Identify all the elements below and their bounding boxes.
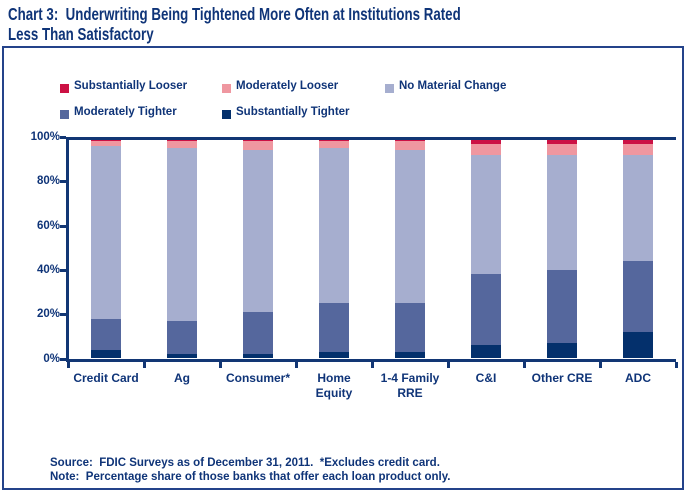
y-axis-tick [59,357,66,361]
bar-segment-moderately-looser [243,141,273,151]
x-axis-label-home: Home Equity [315,371,353,400]
legend-item-substantially-looser: Substantially Looser [60,80,187,94]
bar-segment-no-material-change [623,154,653,262]
legend-swatch-moderately-looser [222,84,231,93]
bar-segment-substantially-looser [623,137,653,144]
y-axis-tick-label: 0% [43,352,60,365]
x-axis-tick [674,361,678,368]
legend-label: Substantially Looser [74,80,188,92]
x-axis-line [65,358,676,362]
x-axis-label-credit-card: Credit Card [73,371,139,385]
legend-swatch-moderately-tighter [60,110,69,119]
bar-segment-moderately-looser [471,143,501,155]
legend-label: No Material Change [399,80,507,92]
legend-item-substantially-tighter: Substantially Tighter [222,106,350,120]
bar-segment-moderately-tighter [91,318,121,350]
x-axis-label-ag: Ag [174,371,190,385]
y-axis-tick-label: 100% [30,131,60,143]
bar-segment-substantially-looser [471,137,501,144]
chart-title-line1: Chart 3: Underwriting Being Tightened Mo… [8,4,461,24]
bar-segment-moderately-looser [167,141,197,149]
x-axis-label-consumer: Consumer* [225,371,290,385]
bar-segment-substantially-tighter [471,345,501,359]
x-axis-label-1-4-family: 1-4 Family RRE [380,371,440,400]
bar-segment-substantially-tighter [167,354,197,359]
x-axis-tick [446,361,450,368]
bar-segment-moderately-looser [395,141,425,151]
bar-segment-moderately-tighter [243,311,273,355]
bar-segment-moderately-tighter [471,274,501,346]
bar-segment-moderately-tighter [319,303,349,352]
bar-segment-substantially-tighter [319,351,349,359]
bar-segment-substantially-tighter [395,351,425,359]
bar-segment-substantially-tighter [623,331,653,359]
footnote: Note: Percentage share of those banks th… [50,471,451,483]
x-axis-tick [598,361,602,368]
x-axis-label-other-cre: Other CRE [531,371,593,385]
source-note: Source: FDIC Surveys as of December 31, … [50,457,440,469]
x-axis-tick [294,361,298,368]
bar-segment-moderately-looser [547,143,577,155]
legend-item-no-material-change: No Material Change [385,80,506,94]
x-axis-label-c-i: C&I [475,371,497,385]
bar-segment-substantially-tighter [547,342,577,359]
y-axis-tick-label: 20% [36,308,60,321]
y-axis-tick [59,313,66,317]
x-axis-tick [142,361,146,368]
legend-swatch-substantially-looser [60,84,69,93]
y-axis-tick [59,268,66,272]
bar-segment-no-material-change [547,154,577,270]
bar-segment-no-material-change [471,154,501,275]
bar-segment-no-material-change [395,150,425,304]
legend-label: Substantially Tighter [236,106,350,118]
legend-label: Moderately Tighter [74,106,177,118]
y-axis-tick [59,180,66,184]
x-axis-tick [66,361,70,368]
bar-segment-moderately-tighter [167,320,197,355]
bar-segment-no-material-change [243,150,273,312]
legend-swatch-substantially-tighter [222,110,231,119]
legend-item-moderately-tighter: Moderately Tighter [60,106,177,120]
bar-segment-moderately-looser [623,143,653,155]
bar-segment-substantially-tighter [243,354,273,359]
bar-segment-substantially-tighter [91,349,121,359]
y-axis-line [65,136,69,362]
x-axis-tick [370,361,374,368]
bar-segment-moderately-tighter [395,303,425,352]
plot-top-line [65,136,676,140]
bar-segment-no-material-change [167,148,197,321]
chart-title-line2: Less Than Satisfactory [8,24,154,44]
bar-segment-substantially-looser [547,137,577,144]
bar-segment-moderately-looser [319,141,349,149]
x-axis-tick [522,361,526,368]
bar-segment-no-material-change [91,145,121,319]
y-axis-tick [59,224,66,228]
bar-segment-moderately-tighter [547,269,577,343]
bar-segment-moderately-tighter [623,261,653,332]
bar-segment-no-material-change [319,148,349,304]
legend-item-moderately-looser: Moderately Looser [222,80,338,94]
y-axis-tick-label: 60% [36,219,60,232]
y-axis-tick-label: 80% [36,175,60,188]
legend-label: Moderately Looser [236,80,339,92]
bar-segment-moderately-looser [91,141,121,146]
x-axis-label-adc: ADC [625,371,651,385]
y-axis-tick-label: 40% [36,263,60,276]
y-axis-tick [59,136,66,139]
x-axis-tick [218,361,222,368]
legend-swatch-no-material-change [385,84,394,93]
